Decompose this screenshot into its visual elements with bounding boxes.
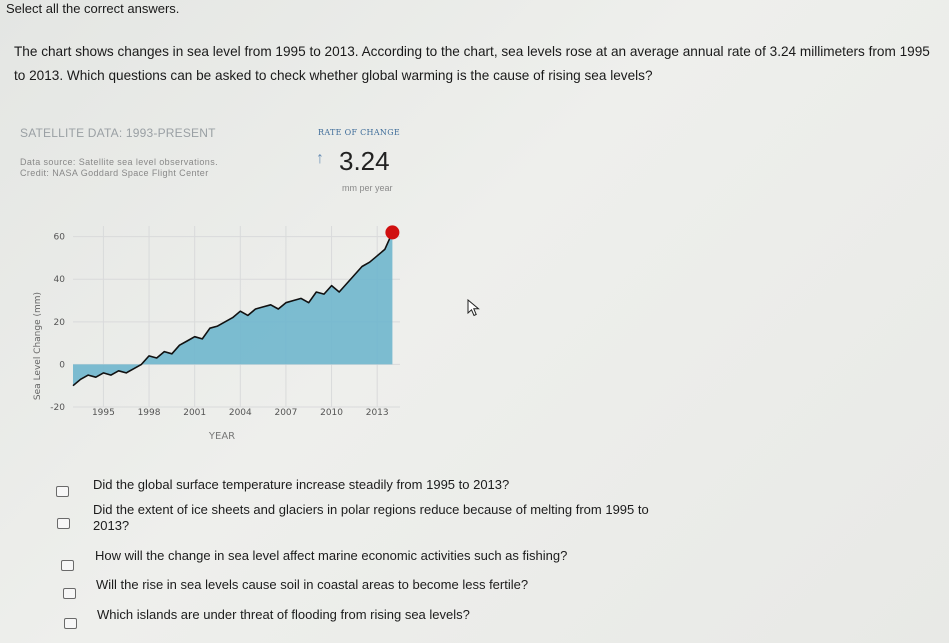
y-tick-label: 60 [54, 233, 66, 243]
rate-value: 3.24 [339, 146, 390, 176]
option-text: Will the rise in sea levels cause soil i… [96, 577, 529, 592]
x-tick-label: 2010 [320, 408, 343, 418]
y-tick-label: -20 [50, 403, 65, 413]
option-text: How will the change in sea level affect … [95, 548, 568, 563]
x-axis-label: YEAR [208, 431, 235, 442]
x-tick-labels: 1995 1998 2001 2004 2007 2010 2013 [92, 408, 389, 418]
x-tick-label: 2001 [183, 408, 206, 418]
instruction-text: Select all the correct answers. [6, 1, 180, 16]
y-tick-label: 40 [54, 275, 66, 285]
x-tick-label: 2004 [229, 408, 252, 418]
rate-unit: mm per year [342, 183, 393, 193]
checkbox[interactable] [61, 560, 74, 571]
checkbox[interactable] [57, 518, 70, 529]
source-line: Data source: Satellite sea level observa… [20, 157, 218, 167]
checkbox[interactable] [64, 618, 77, 629]
chart-source: Data source: Satellite sea level observa… [20, 157, 218, 179]
y-tick-label: 20 [54, 318, 66, 328]
y-tick-label: 0 [59, 360, 65, 370]
x-tick-label: 1998 [138, 408, 161, 418]
option-text: Did the extent of ice sheets and glacier… [93, 502, 649, 533]
option-text: Did the global surface temperature incre… [93, 477, 510, 492]
chart-panel-title: SATELLITE DATA: 1993-PRESENT [20, 126, 216, 140]
mouse-cursor-icon [467, 299, 480, 317]
checkbox[interactable] [56, 486, 69, 497]
question-text: The chart shows changes in sea level fro… [14, 44, 930, 83]
rate-of-change-title: RATE OF CHANGE [318, 128, 401, 137]
checkbox[interactable] [63, 588, 76, 599]
x-tick-label: 1995 [92, 408, 115, 418]
latest-data-point [385, 225, 400, 240]
area-fill [73, 232, 393, 386]
x-tick-label: 2013 [366, 408, 389, 418]
y-axis-label: Sea Level Change (mm) [33, 292, 43, 400]
option-text: Which islands are under threat of floodi… [97, 607, 470, 622]
series-line [72, 232, 394, 387]
y-tick-labels: -20 0 20 40 60 [50, 233, 65, 413]
chart-area [72, 225, 400, 387]
x-tick-label: 2007 [274, 408, 297, 418]
up-arrow-icon: ↑ [316, 150, 324, 167]
credit-line: Credit: NASA Goddard Space Flight Center [20, 168, 209, 178]
